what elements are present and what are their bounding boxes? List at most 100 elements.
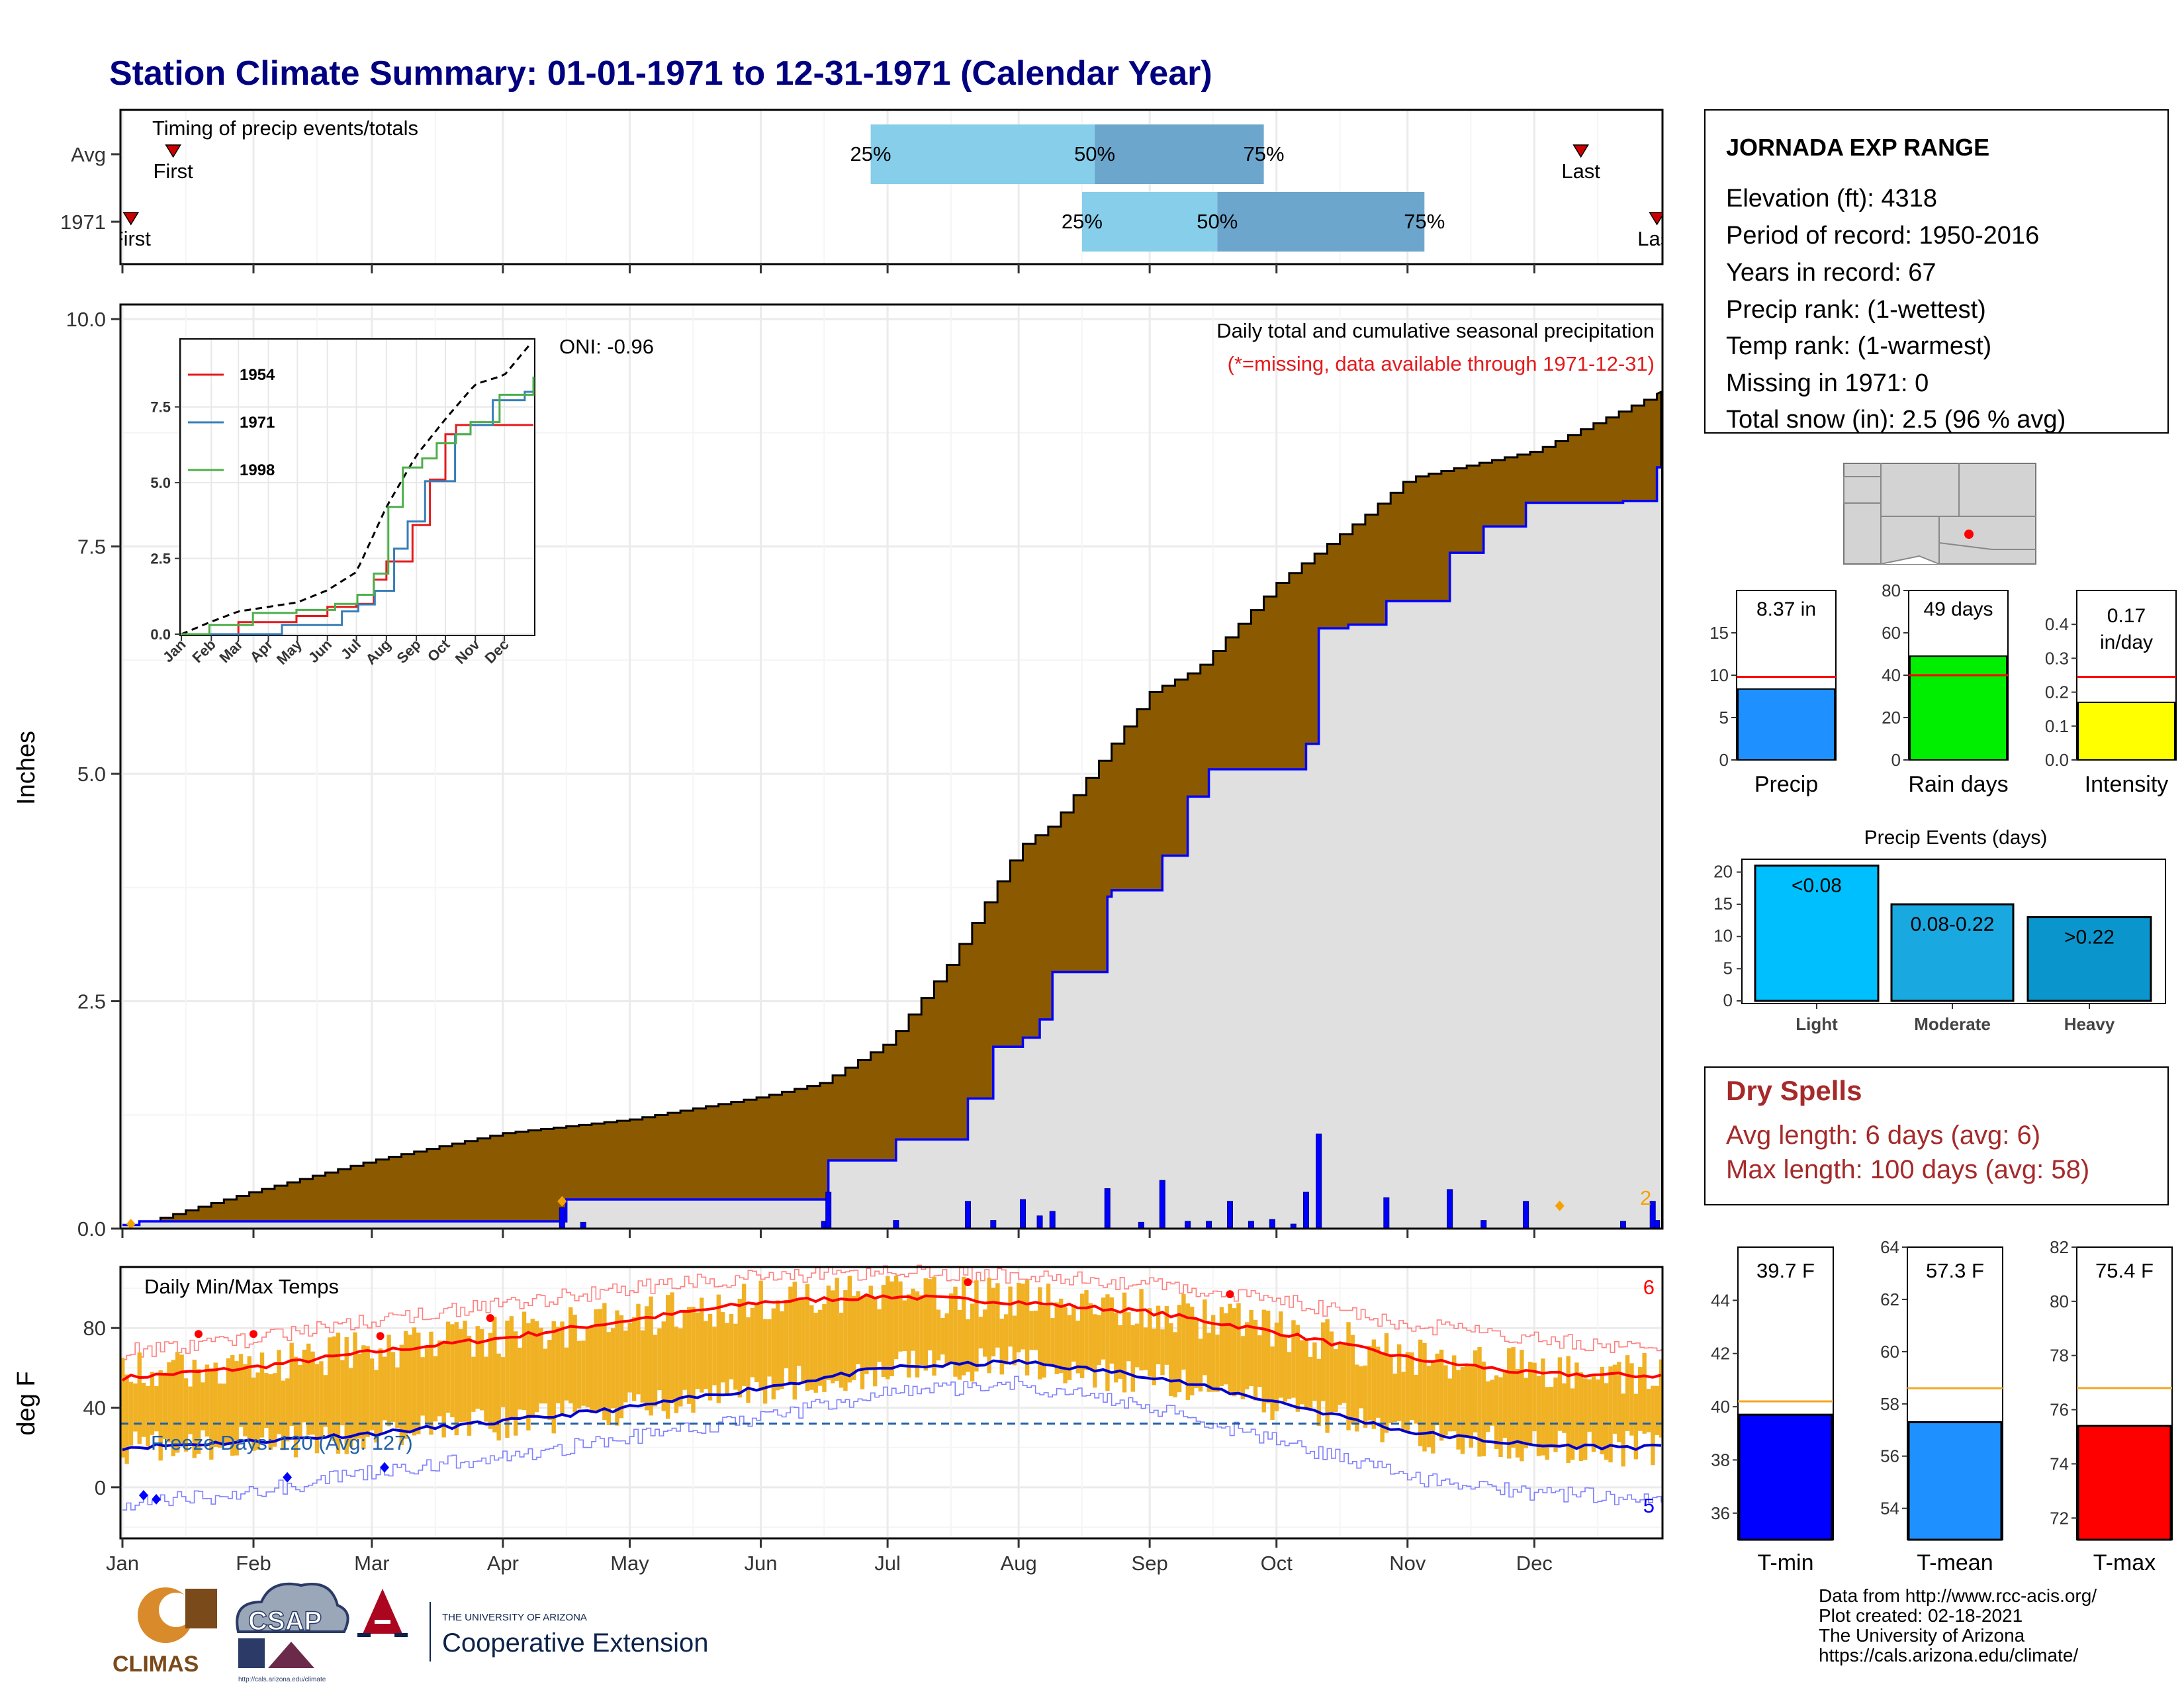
station-temp-rank: Temp rank: (1-warmest) [1726, 332, 1991, 360]
daily-temp-bar [1465, 1364, 1469, 1436]
daily-temp-bar [247, 1356, 252, 1442]
minibar-value-label: 49 days [1923, 598, 1993, 620]
daily-temp-bar [716, 1294, 721, 1403]
daily-temp-bar [691, 1307, 696, 1413]
minibar-label: Intensity [2085, 772, 2169, 797]
daily-temp-bar [1460, 1367, 1465, 1454]
daily-precip-bar [1104, 1188, 1111, 1229]
daily-temp-bar [1515, 1369, 1520, 1458]
daily-temp-bar [1633, 1393, 1639, 1460]
last-event-marker [1649, 212, 1662, 226]
record-low-marker [152, 1493, 161, 1505]
daily-temp-bar [222, 1383, 226, 1446]
credit-university: The University of Arizona [1819, 1625, 2025, 1646]
daily-temp-bar [293, 1356, 298, 1458]
precip-y-tick-label: 10.0 [66, 308, 106, 331]
daily-temp-bar [327, 1337, 332, 1438]
daily-temp-bar [1148, 1308, 1152, 1377]
daily-temp-bar [1426, 1366, 1432, 1448]
daily-temp-bar [463, 1321, 467, 1422]
daily-temp-bar [1562, 1383, 1567, 1433]
month-label: Apr [487, 1552, 519, 1575]
daily-temp-bar [700, 1297, 704, 1393]
record-low-line [122, 1376, 1662, 1511]
daily-temp-bar [776, 1300, 780, 1391]
daily-temp-bar [1545, 1387, 1549, 1460]
missing-note: (*=missing, data available through 1971-… [1228, 352, 1655, 375]
daily-temp-bar [1257, 1335, 1262, 1387]
month-label: Jul [874, 1552, 901, 1575]
daily-temp-bar [966, 1319, 970, 1372]
daily-temp-bar [704, 1321, 708, 1389]
daily-temp-bar [1054, 1302, 1060, 1374]
daily-temp-bar [835, 1278, 839, 1381]
daily-temp-bar [1042, 1305, 1046, 1378]
daily-temp-bar [581, 1340, 586, 1406]
station-marker [1964, 530, 1974, 539]
daily-temp-bar [1017, 1282, 1021, 1352]
quartile-label: 25% [850, 142, 891, 165]
daily-temp-bar [492, 1317, 497, 1432]
precip-y-tick-label: 2.5 [77, 990, 106, 1013]
daily-temp-bar [1316, 1358, 1322, 1427]
daily-temp-bar [348, 1368, 353, 1447]
daily-temp-bar [978, 1317, 983, 1349]
month-label: Mar [354, 1552, 389, 1575]
daily-temp-bar [467, 1335, 472, 1436]
daily-temp-bar [340, 1360, 345, 1426]
daily-temp-bar [1097, 1315, 1101, 1366]
daily-temp-bar [383, 1356, 387, 1421]
inset-y-tick-label: 5.0 [150, 475, 171, 491]
quartile-label: 75% [1404, 210, 1445, 233]
snow-marker [126, 1219, 136, 1230]
last-event-label: Last [1561, 160, 1600, 183]
daily-temp-bar [277, 1350, 281, 1434]
climas-wordmark: CLIMAS [113, 1652, 199, 1677]
daily-temp-bar [712, 1327, 717, 1385]
daily-temp-bar [864, 1294, 869, 1374]
events-bar-light [1754, 865, 1880, 1002]
credit-data-source: Data from http://www.rcc-acis.org/ [1819, 1585, 2097, 1606]
events-title: Precip Events (days) [1864, 827, 2048, 849]
station-snow: Total snow (in): 2.5 (96 % avg) [1726, 406, 2066, 434]
daily-temp-bar [636, 1303, 641, 1395]
daily-temp-bar [1093, 1314, 1097, 1388]
daily-temp-bar [1591, 1376, 1596, 1452]
daily-temp-bar [522, 1311, 527, 1411]
minibar-y-tick-label: 0.0 [2045, 750, 2069, 770]
daily-temp-bar [729, 1313, 734, 1380]
ua-logo: THE UNIVERSITY OF ARIZONA Cooperative Ex… [357, 1589, 708, 1662]
daily-temp-bar [255, 1372, 260, 1450]
daily-temp-bar [378, 1348, 383, 1434]
temps-border [119, 1266, 1664, 1540]
inset-series-1954 [181, 424, 533, 635]
daily-temp-bar [505, 1321, 510, 1438]
daily-temp-bar [1384, 1333, 1389, 1433]
daily-temp-bar [796, 1298, 801, 1366]
daily-temp-bar [1152, 1329, 1156, 1385]
daily-temp-bar [357, 1353, 362, 1439]
daily-temp-bar [999, 1319, 1004, 1375]
quartile-label: 50% [1074, 142, 1115, 165]
daily-temp-bar [1194, 1319, 1199, 1388]
daily-temp-bar [674, 1326, 679, 1413]
minibar-value-number: 0.17 [2107, 605, 2146, 627]
precip-border [119, 303, 1664, 1230]
daily-temp-bar [217, 1383, 222, 1448]
daily-temp-bar [390, 1352, 396, 1422]
daily-temp-bar [1655, 1385, 1660, 1435]
minibar-rain-days [1909, 655, 2007, 761]
temps-y-axis: 0 40 80 [83, 1317, 120, 1499]
average-low-line [122, 1358, 1662, 1452]
daily-temp-bar [813, 1313, 818, 1393]
daily-temp-bar [1181, 1293, 1186, 1370]
daily-temp-bar [839, 1313, 844, 1388]
daily-temp-bar [645, 1306, 649, 1411]
daily-temp-bar [1008, 1286, 1013, 1347]
minibar-y-tick-label: 0 [1719, 750, 1729, 770]
daily-temp-bar [610, 1328, 615, 1409]
month-label: Oct [1261, 1552, 1293, 1575]
daily-temp-bar [475, 1326, 480, 1409]
